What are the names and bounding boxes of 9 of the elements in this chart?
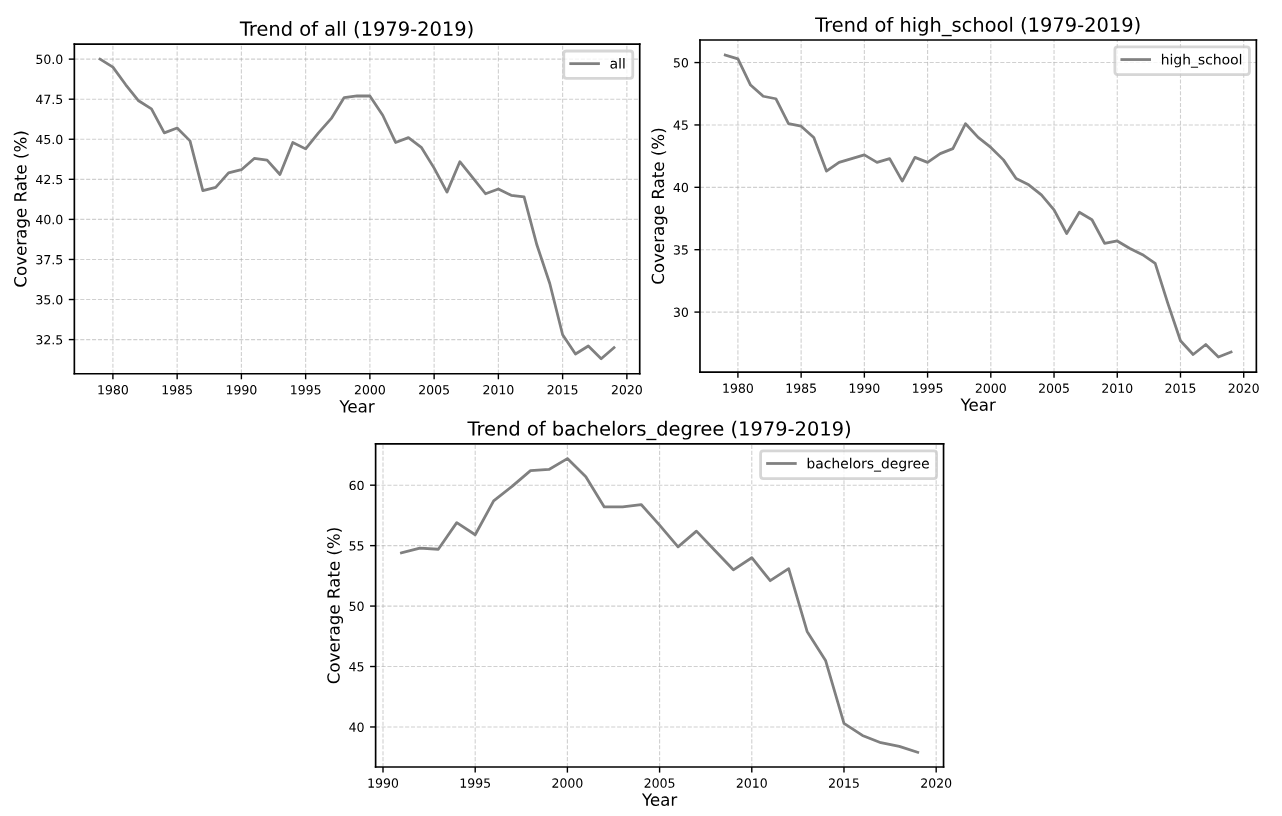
y-axis-title: Coverage Rate (%) xyxy=(326,528,344,684)
chart-title: Trend of bachelors_degree (1979-2019) xyxy=(467,420,850,441)
chart-title: Trend of all (1979-2019) xyxy=(239,20,473,39)
chart-title: Trend of high_school (1979-2019) xyxy=(815,16,1140,37)
x-axis-title: Year xyxy=(960,398,996,411)
y-axis-title: Coverage Rate (%) xyxy=(13,131,30,287)
y-axis-title: Coverage Rate (%) xyxy=(651,128,668,284)
x-axis-title: Year xyxy=(339,400,375,413)
x-axis-title: Year xyxy=(641,793,678,806)
